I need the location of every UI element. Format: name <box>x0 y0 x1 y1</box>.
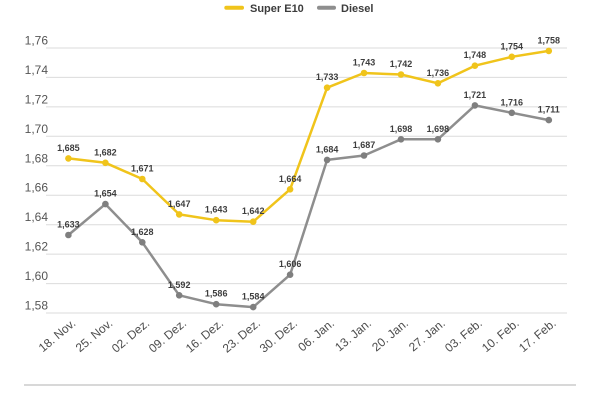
svg-text:1,72: 1,72 <box>25 92 49 106</box>
svg-text:Diesel: Diesel <box>341 3 373 15</box>
svg-text:Super E10: Super E10 <box>250 3 304 15</box>
svg-text:1,66: 1,66 <box>25 181 49 195</box>
svg-text:1,742: 1,742 <box>390 59 413 69</box>
svg-text:18. Nov.: 18. Nov. <box>36 316 79 355</box>
svg-text:1,642: 1,642 <box>242 206 265 216</box>
svg-text:1,592: 1,592 <box>168 280 191 290</box>
svg-text:09. Dez.: 09. Dez. <box>146 316 189 355</box>
svg-text:1,584: 1,584 <box>242 292 265 302</box>
svg-text:1,687: 1,687 <box>353 140 376 150</box>
svg-text:1,654: 1,654 <box>94 189 117 199</box>
svg-text:20. Jan.: 20. Jan. <box>369 316 411 354</box>
svg-text:1,736: 1,736 <box>427 68 450 78</box>
svg-text:1,58: 1,58 <box>25 299 49 313</box>
svg-text:16. Dez.: 16. Dez. <box>183 316 226 355</box>
svg-text:27. Jan.: 27. Jan. <box>406 316 448 354</box>
svg-text:1,711: 1,711 <box>538 105 560 115</box>
svg-text:25. Nov.: 25. Nov. <box>73 316 116 355</box>
svg-text:23. Dez.: 23. Dez. <box>220 316 263 355</box>
svg-text:1,64: 1,64 <box>25 210 49 224</box>
svg-text:1,664: 1,664 <box>279 174 302 184</box>
svg-text:1,606: 1,606 <box>279 259 302 269</box>
svg-text:1,685: 1,685 <box>57 143 80 153</box>
svg-text:1,716: 1,716 <box>501 97 524 107</box>
svg-text:1,748: 1,748 <box>464 50 487 60</box>
svg-text:17. Feb.: 17. Feb. <box>516 316 559 355</box>
svg-text:10. Feb.: 10. Feb. <box>479 316 522 355</box>
svg-text:02. Dez.: 02. Dez. <box>109 316 152 355</box>
svg-text:03. Feb.: 03. Feb. <box>442 316 485 355</box>
svg-text:1,671: 1,671 <box>131 164 154 174</box>
svg-text:1,647: 1,647 <box>168 199 191 209</box>
svg-text:1,698: 1,698 <box>390 124 413 134</box>
svg-text:1,698: 1,698 <box>427 124 450 134</box>
svg-text:1,754: 1,754 <box>501 41 524 51</box>
svg-text:1,743: 1,743 <box>353 58 376 68</box>
svg-text:1,733: 1,733 <box>316 72 339 82</box>
svg-text:1,682: 1,682 <box>94 147 117 157</box>
svg-text:1,628: 1,628 <box>131 227 154 237</box>
svg-text:06. Jan.: 06. Jan. <box>295 316 337 354</box>
svg-text:1,60: 1,60 <box>25 269 49 283</box>
svg-text:1,68: 1,68 <box>25 151 49 165</box>
svg-text:1,721: 1,721 <box>464 90 487 100</box>
svg-text:1,70: 1,70 <box>25 122 49 136</box>
svg-text:1,643: 1,643 <box>205 205 228 215</box>
svg-text:1,76: 1,76 <box>25 34 49 48</box>
svg-text:1,684: 1,684 <box>316 144 339 154</box>
svg-text:13. Jan.: 13. Jan. <box>332 316 374 354</box>
svg-text:1,62: 1,62 <box>25 240 49 254</box>
svg-text:1,74: 1,74 <box>25 63 49 77</box>
svg-text:1,586: 1,586 <box>205 289 228 299</box>
svg-text:30. Dez.: 30. Dez. <box>257 316 300 355</box>
svg-text:1,758: 1,758 <box>538 35 561 45</box>
svg-text:1,633: 1,633 <box>57 220 80 230</box>
